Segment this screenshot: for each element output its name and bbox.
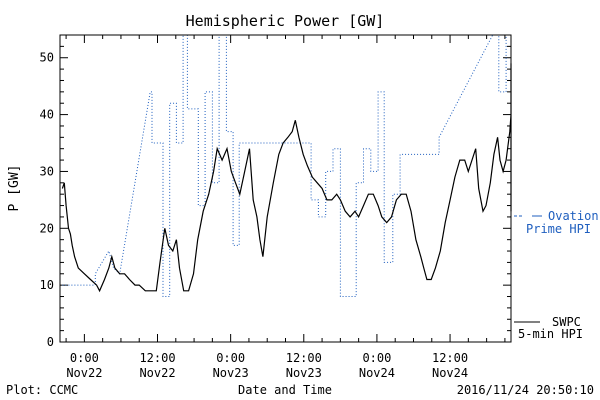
x-tick-time-label: 12:00 [139,351,175,365]
x-tick-date-label: Nov24 [359,366,395,380]
plot-timestamp: 2016/11/24 20:50:10 [457,383,594,397]
x-axis-label: Date and Time [238,383,332,397]
y-axis-ticks: 0 10 20 30 40 50 [40,34,511,349]
x-tick-date-label: Nov22 [139,366,175,380]
y-axis-label: P [GW] [7,165,22,212]
x-tick-time-label: 0:00 [216,351,245,365]
x-tick-time-label: 0:00 [70,351,99,365]
x-tick-date-label: Nov23 [286,366,322,380]
x-axis-ticks: 0:00Nov2212:00Nov220:00Nov2312:00Nov230:… [65,35,506,380]
x-tick-date-label: Nov24 [432,366,468,380]
y-tick-label: 10 [40,278,54,292]
legend-swpc-label-line1: SWPC [552,315,581,329]
plot-frame [59,34,512,343]
x-tick-time-label: 0:00 [362,351,391,365]
y-tick-label: 20 [40,221,54,235]
legend-ovation-label-line1: Ovation [548,209,599,223]
x-tick-date-label: Nov22 [66,366,102,380]
legend-ovation: Ovation Prime HPI [514,209,599,236]
swpc-series-line [61,63,512,293]
y-tick-label: 0 [47,335,54,349]
legend-swpc: SWPC 5-min HPI [514,315,583,341]
legend-ovation-label-line2: Prime HPI [526,222,591,236]
plot-credit: Plot: CCMC [6,383,78,397]
y-tick-label: 40 [40,108,54,122]
chart-title: Hemispheric Power [GW] [186,12,385,30]
y-tick-label: 30 [40,164,54,178]
x-tick-time-label: 12:00 [286,351,322,365]
x-tick-date-label: Nov23 [213,366,249,380]
x-tick-time-label: 12:00 [432,351,468,365]
y-tick-label: 50 [40,51,54,65]
ovation-prime-series-line [62,34,512,297]
legend-swpc-label-line2: 5-min HPI [518,327,583,341]
